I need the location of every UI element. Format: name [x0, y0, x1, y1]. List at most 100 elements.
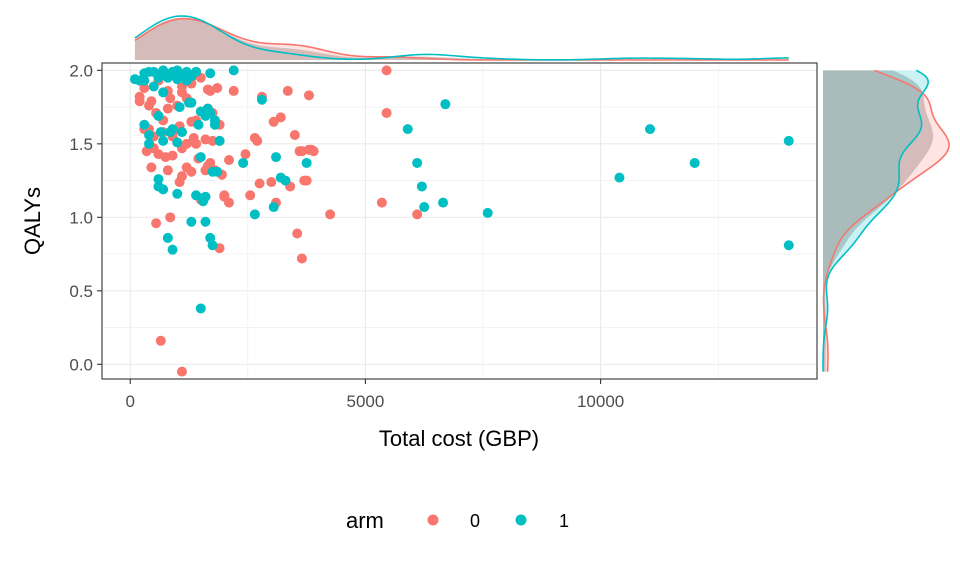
data-point-arm-1 [172, 137, 183, 148]
data-point-arm-0 [224, 155, 235, 166]
data-point-arm-0 [254, 178, 265, 189]
data-point-arm-0 [294, 146, 305, 157]
panel-background [102, 63, 817, 379]
data-point-arm-0 [289, 130, 300, 141]
data-point-arm-0 [376, 197, 387, 208]
data-point-arm-0 [325, 209, 336, 220]
data-point-arm-0 [282, 85, 293, 96]
data-point-arm-1 [144, 138, 155, 149]
data-point-arm-1 [191, 66, 202, 77]
right-marginal-density [822, 69, 950, 372]
data-point-arm-0 [296, 253, 307, 264]
data-point-arm-1 [158, 65, 169, 76]
legend-label-arm-1: 1 [559, 511, 569, 531]
data-point-arm-0 [165, 93, 176, 104]
data-point-arm-1 [195, 152, 206, 163]
data-point-arm-0 [134, 91, 145, 102]
data-point-arm-1 [172, 188, 183, 199]
y-tick-label: 1.0 [69, 208, 93, 227]
data-point-arm-1 [202, 103, 213, 114]
data-point-arm-0 [381, 65, 392, 76]
data-point-arm-0 [303, 90, 314, 101]
data-point-arm-1 [228, 65, 239, 76]
data-point-arm-1 [207, 240, 218, 251]
right-density-arm-1-line [822, 69, 930, 372]
data-point-arm-1 [271, 152, 282, 163]
right-density-arm-0-area [823, 70, 949, 372]
minor-gridlines [102, 63, 817, 379]
data-point-arm-1 [419, 202, 430, 213]
data-point-arm-1 [614, 172, 625, 183]
right-density-total-area [823, 70, 934, 372]
data-point-arm-1 [167, 244, 178, 255]
top-density-arm-0-area [134, 18, 789, 60]
major-gridlines [102, 63, 817, 379]
data-point-arm-0 [205, 85, 216, 96]
data-point-arm-0 [144, 100, 155, 111]
data-point-arm-0 [162, 165, 173, 176]
data-point-arm-0 [181, 162, 192, 173]
data-point-arm-1 [158, 87, 169, 98]
data-point-arm-1 [153, 110, 164, 121]
y-tick-label: 0.5 [69, 282, 93, 301]
data-point-arm-0 [151, 218, 162, 229]
data-points [129, 65, 794, 377]
data-point-arm-1 [280, 175, 291, 186]
data-point-arm-1 [181, 75, 192, 86]
data-point-arm-0 [303, 144, 314, 155]
data-point-arm-0 [381, 107, 392, 118]
data-point-arm-1 [689, 157, 700, 168]
data-point-arm-1 [184, 97, 195, 108]
data-point-arm-1 [148, 81, 159, 92]
data-point-arm-0 [266, 177, 277, 188]
data-point-arm-1 [186, 216, 197, 227]
x-axis: 0 5000 10000 [125, 392, 624, 411]
data-point-arm-1 [783, 240, 794, 251]
legend: arm 0 1 [346, 508, 569, 533]
data-point-arm-1 [195, 303, 206, 314]
data-point-arm-0 [275, 112, 286, 123]
data-point-arm-1 [153, 174, 164, 185]
data-point-arm-1 [301, 157, 312, 168]
data-point-arm-1 [144, 130, 155, 141]
data-point-arm-0 [165, 212, 176, 223]
axis-ticks [97, 69, 602, 384]
data-point-arm-0 [252, 135, 263, 146]
right-density-arm-1-area [823, 70, 929, 372]
data-point-arm-1 [268, 202, 279, 213]
top-density-arm-1-line [134, 15, 789, 61]
data-point-arm-0 [155, 335, 166, 346]
data-point-arm-1 [176, 127, 187, 138]
legend-key-arm-1 [515, 514, 527, 526]
data-point-arm-0 [224, 197, 235, 208]
data-point-arm-0 [301, 175, 312, 186]
y-tick-label: 2.0 [69, 61, 93, 80]
data-point-arm-1 [191, 190, 202, 201]
data-point-arm-1 [155, 127, 166, 138]
data-point-arm-0 [181, 138, 192, 149]
data-point-arm-0 [160, 152, 171, 163]
legend-key-arm-0 [427, 514, 439, 526]
data-point-arm-0 [292, 228, 303, 239]
panel-border [101, 62, 818, 380]
data-point-arm-0 [139, 82, 150, 93]
data-point-arm-1 [214, 135, 225, 146]
data-point-arm-0 [191, 138, 202, 149]
data-point-arm-1 [249, 209, 260, 220]
data-point-arm-1 [198, 196, 209, 207]
y-tick-label: 1.5 [69, 135, 93, 154]
y-axis: 0.0 0.5 1.0 1.5 2.0 [69, 61, 93, 374]
data-point-arm-1 [172, 74, 183, 85]
y-tick-label: 0.0 [69, 355, 93, 374]
data-point-arm-0 [245, 190, 256, 201]
data-point-arm-1 [139, 75, 150, 86]
data-point-arm-1 [402, 124, 413, 135]
legend-label-arm-0: 0 [470, 511, 480, 531]
y-axis-title: QALYs [20, 187, 45, 255]
top-marginal-density [134, 15, 789, 61]
data-point-arm-1 [153, 72, 164, 83]
data-point-arm-1 [174, 102, 185, 113]
data-point-arm-1 [238, 157, 249, 168]
data-point-arm-1 [416, 181, 427, 192]
